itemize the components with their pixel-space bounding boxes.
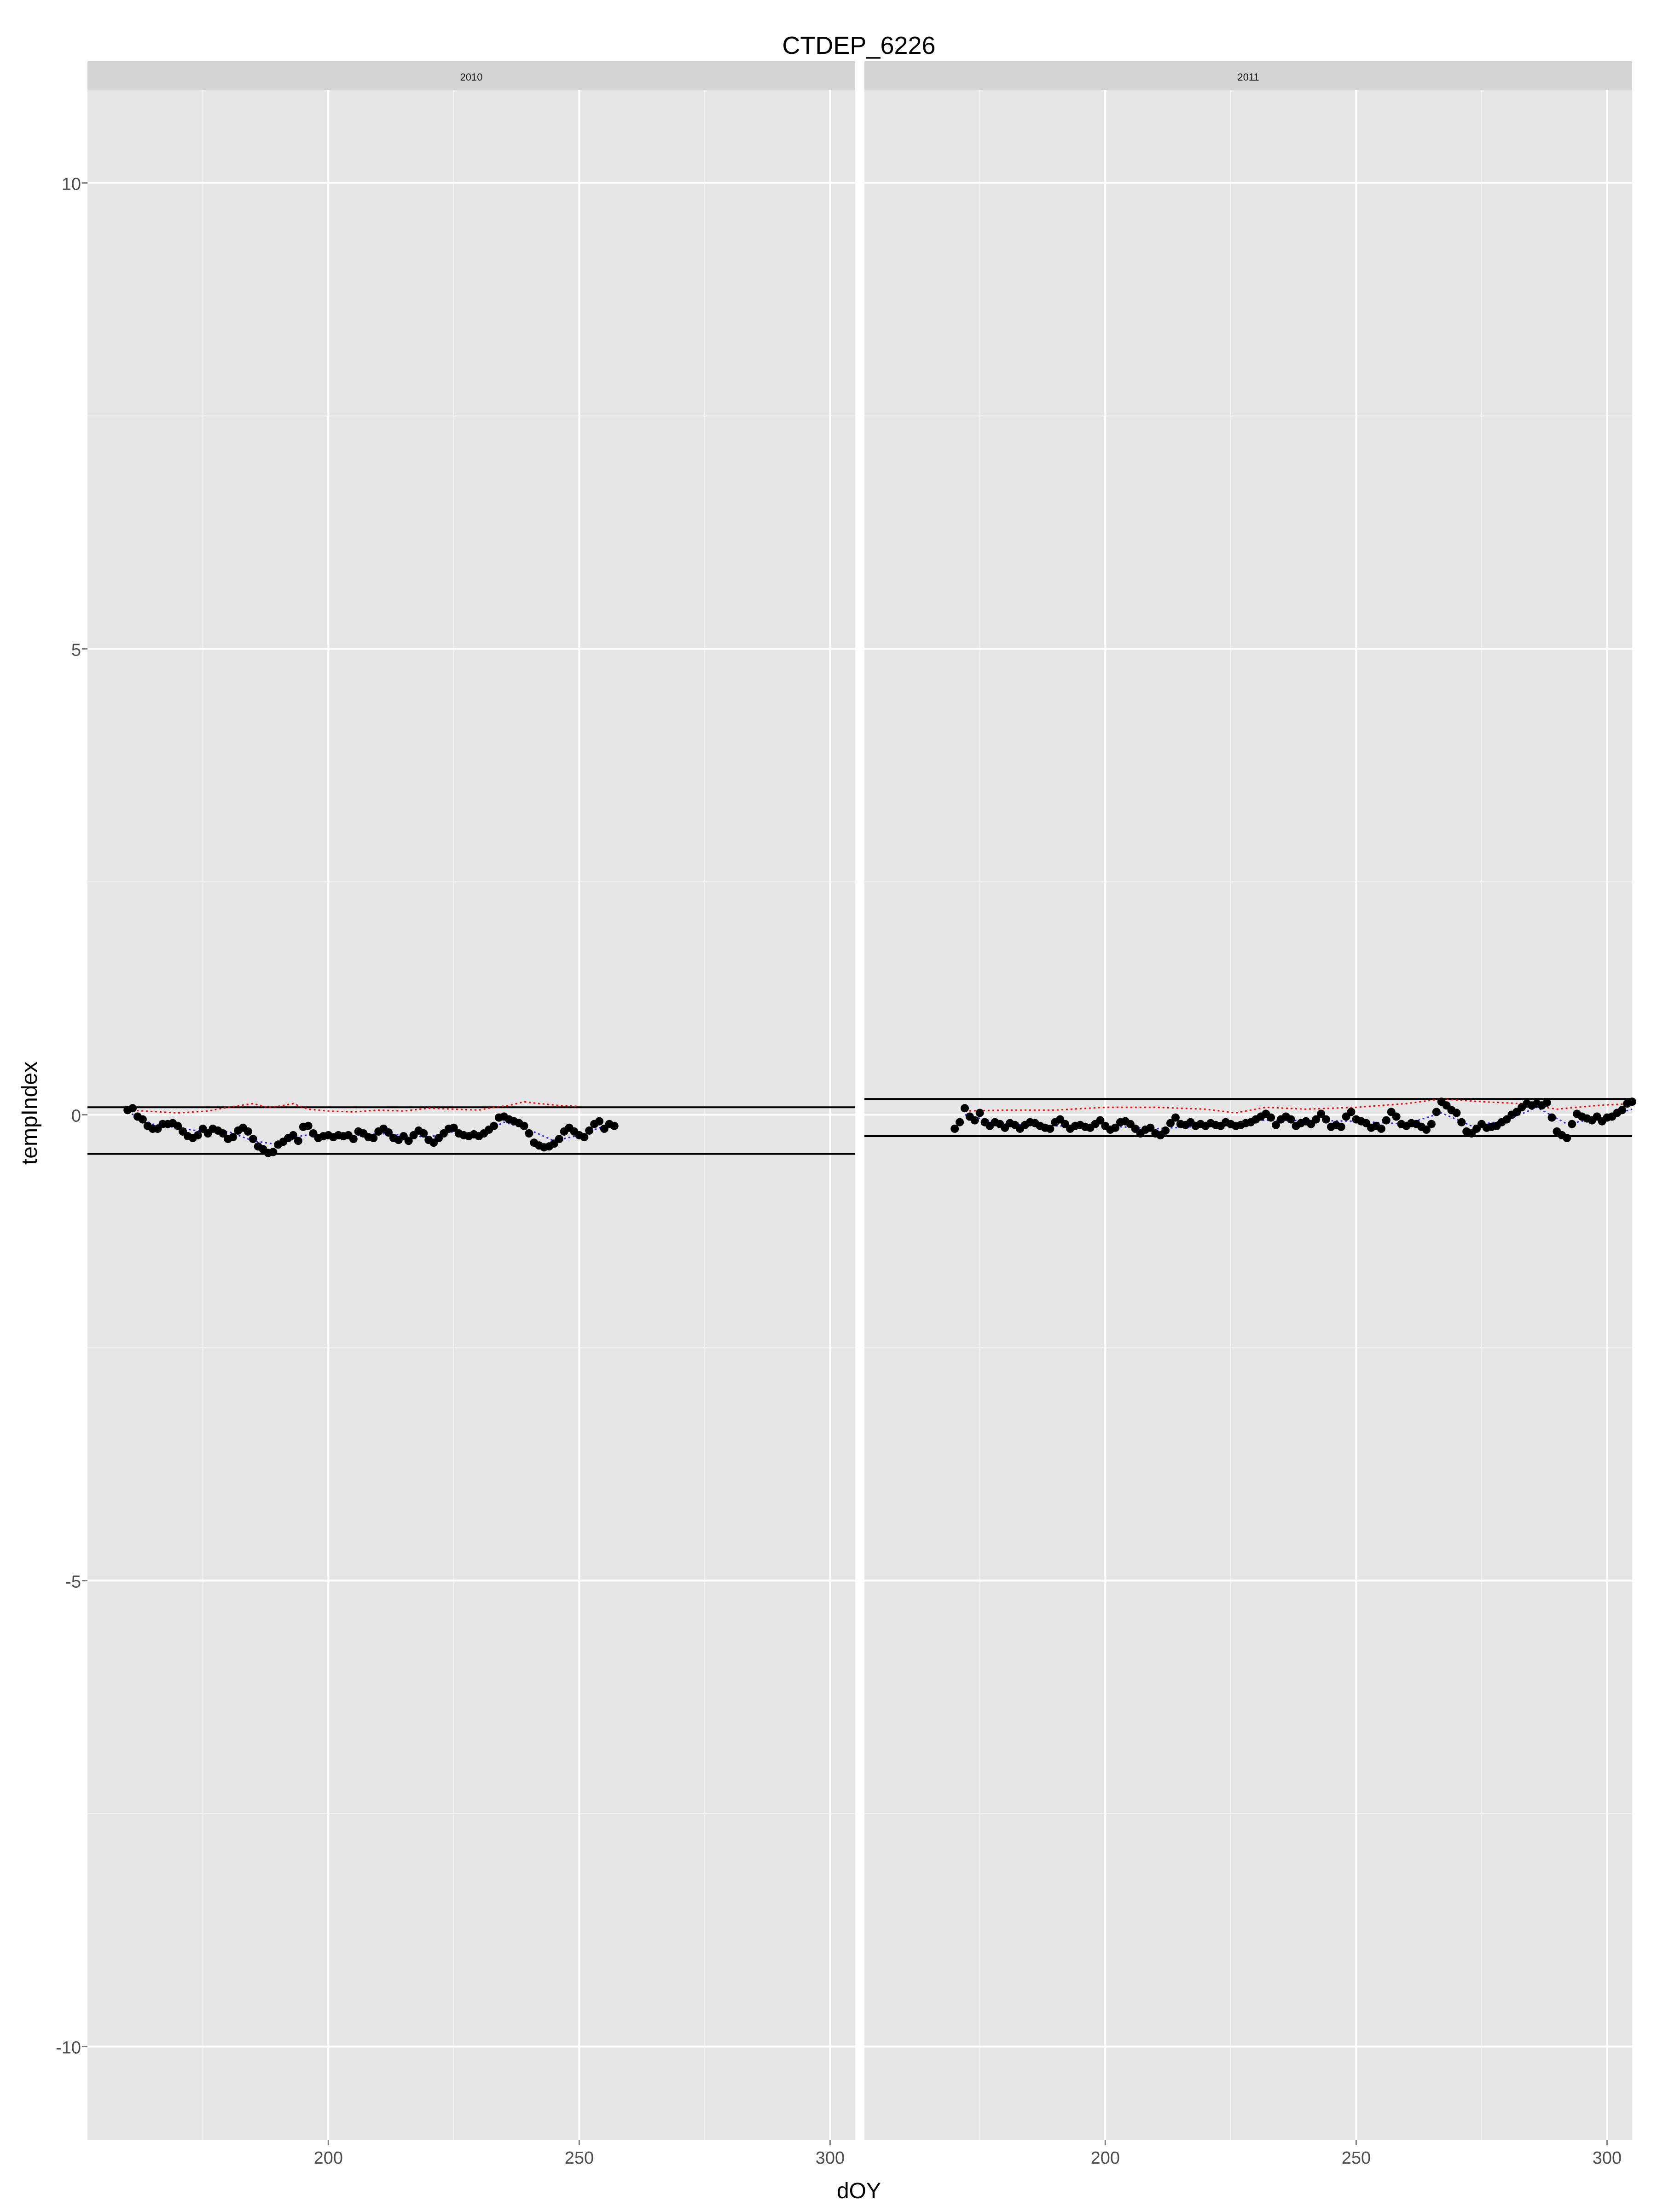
data-point [384,1128,393,1137]
data-point [1347,1108,1356,1116]
chart-title: CTDEP_6226 [782,32,935,59]
data-point [1166,1119,1175,1127]
data-point [961,1104,969,1113]
data-point [975,1109,984,1117]
data-point [1111,1123,1120,1132]
x-tick-label: 250 [565,2148,594,2168]
data-point [1322,1115,1330,1124]
data-point [1568,1120,1576,1128]
upper-dotted-line [127,1101,579,1114]
data-point [1392,1112,1401,1121]
data-point [294,1137,302,1145]
data-point [1096,1116,1105,1125]
data-point [1312,1115,1321,1124]
data-point [1161,1126,1170,1135]
data-point [304,1121,313,1130]
data-point [1382,1116,1390,1125]
facet-strip [87,61,855,90]
data-point [1427,1120,1436,1128]
x-tick-label: 300 [816,2148,845,2168]
data-point [243,1127,252,1136]
data-point [419,1129,428,1138]
x-tick-label: 300 [1593,2148,1622,2168]
y-tick-label: 10 [62,174,81,194]
data-point [610,1121,619,1130]
data-point [1547,1113,1556,1122]
y-axis-label: tempIndex [17,1062,42,1165]
data-point [520,1121,528,1130]
y-tick-label: -5 [65,1573,81,1592]
data-point [269,1148,278,1156]
panel-2011: 2011 200 250 300 [864,61,1636,2168]
data-point [289,1131,297,1139]
y-tick-label: 5 [71,640,81,660]
data-point [219,1129,227,1138]
panels-group: -10 -5 0 5 10 2010 200 250 300 2011 200 250 300 [56,61,1636,2168]
x-axis-label: dOY [837,2179,881,2203]
data-point [174,1121,182,1130]
data-point [1563,1134,1571,1143]
data-point [138,1115,147,1124]
data-point [1422,1125,1431,1134]
data-point [950,1124,959,1133]
data-point [525,1129,533,1138]
data-point [1618,1106,1627,1115]
x-tick-label: 200 [314,2148,343,2168]
data-point [229,1133,238,1142]
x-tick-label: 250 [1342,2148,1371,2168]
data-point [1628,1097,1636,1106]
data-point [1286,1115,1295,1124]
data-point [349,1135,358,1144]
data-point [1046,1124,1054,1133]
panel-2010: 2010 200 250 300 [87,61,855,2168]
data-point [128,1104,137,1113]
data-point [193,1131,202,1139]
data-point [1272,1121,1280,1129]
data-point [1317,1109,1326,1118]
data-point [970,1116,979,1125]
y-tick-label: -10 [56,2038,81,2058]
upper-dotted-line [964,1098,1633,1114]
data-point [956,1118,964,1126]
data-point [1377,1124,1385,1133]
data-point [585,1126,594,1135]
data-point [369,1134,378,1143]
data-point [1452,1109,1461,1117]
data-point [555,1135,563,1144]
x-tick-label: 200 [1091,2148,1120,2168]
data-point [1267,1113,1275,1122]
data-point [404,1137,413,1145]
data-point [1337,1122,1345,1131]
facet-strip-label: 2010 [460,71,483,83]
facet-strip-label: 2011 [1237,71,1259,83]
data-point [1171,1113,1180,1122]
data-point [1457,1118,1466,1126]
data-point [1432,1108,1441,1116]
data-point [1146,1123,1155,1132]
data-point [580,1133,589,1142]
data-point [490,1121,498,1130]
data-point [249,1135,257,1144]
facet-strip [864,61,1632,90]
data-point [595,1117,603,1126]
data-point [1542,1098,1551,1107]
y-tick-label: 0 [71,1107,81,1126]
data-point [449,1123,458,1132]
